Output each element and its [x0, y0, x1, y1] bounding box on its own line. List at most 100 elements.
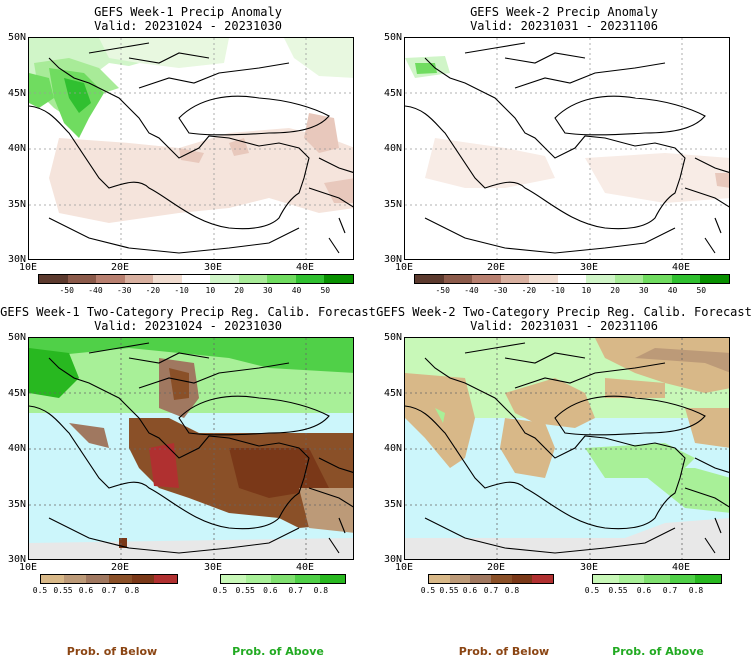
anomaly-swatch [153, 275, 182, 283]
colorbar-tick-label: 0.55 [608, 586, 628, 595]
anomaly-swatch [500, 275, 530, 283]
colorbar-tick-label: 30 [638, 286, 649, 295]
anomaly-swatch [529, 275, 558, 283]
anomaly-swatch [39, 275, 68, 283]
colorbar-tick-label: 0.8 [504, 586, 520, 595]
colorbar-tick-label: 0.7 [288, 586, 303, 595]
anomaly-swatch [96, 275, 125, 283]
map-week2-anomaly[interactable] [404, 37, 730, 260]
lon-label: 30E [579, 562, 599, 573]
anomaly-swatch [210, 275, 239, 283]
lat-label: 35N [383, 499, 402, 510]
colorbar-tick-label: -30 [116, 286, 132, 295]
colorbar-tick-label: -50 [435, 286, 450, 295]
above-swatch [295, 575, 321, 583]
below-swatch [429, 575, 450, 583]
lon-label: 30E [203, 562, 223, 573]
colorbar-tick-label: 0.8 [688, 586, 704, 595]
below-swatch [86, 575, 110, 583]
anomaly-swatch [443, 275, 473, 283]
below-swatch [63, 575, 87, 583]
anomaly-swatch [238, 275, 268, 283]
colorbar-tick-label: -20 [521, 286, 537, 295]
lon-label: 10E [18, 262, 38, 273]
lat-label: 30N [383, 254, 402, 265]
lat-label: 40N [383, 443, 402, 454]
colorbar-tick-label: -40 [88, 286, 103, 295]
lat-label: 30N [7, 254, 26, 265]
legend-prob-above: Prob. of Above [612, 645, 704, 658]
above-swatch [618, 575, 645, 583]
colorbar-tick-label: -10 [174, 286, 189, 295]
colorbar-tick-label: -30 [492, 286, 508, 295]
legend-prob-below: Prob. of Below [66, 645, 158, 658]
colorbar-tick-label: 30 [262, 286, 273, 295]
colorbar-tick-label: 0.5 [212, 586, 228, 595]
below-swatch [491, 575, 512, 583]
colorbar-tick-label: 0.7 [662, 586, 678, 595]
below-swatch [470, 575, 492, 583]
colorbar-tick-label: 0.55 [53, 586, 73, 595]
lat-label: 30N [383, 554, 402, 565]
below-colorbar [428, 574, 554, 584]
below-swatch [449, 575, 471, 583]
anomaly-swatch [267, 275, 296, 283]
lon-label: 40E [671, 262, 691, 273]
colorbar-tick-label: 20 [610, 286, 620, 295]
lat-label: 45N [383, 88, 402, 99]
lon-label: 20E [110, 562, 130, 573]
colorbar-tick-label: 0.7 [483, 586, 499, 595]
colorbar-tick-label: 0.6 [263, 586, 278, 595]
anomaly-swatch [415, 275, 444, 283]
above-swatch [644, 575, 670, 583]
panel-valid-dates: Valid: 20231024 - 20231030 [94, 319, 282, 333]
anomaly-swatch [324, 275, 354, 283]
anomaly-swatch [472, 275, 501, 283]
below-swatch [511, 575, 533, 583]
map-week2-probability[interactable] [404, 337, 730, 560]
lon-label: 30E [203, 262, 223, 273]
lat-label: 35N [383, 199, 402, 210]
below-swatch [131, 575, 155, 583]
legend-prob-above: Prob. of Above [232, 645, 324, 658]
anomaly-swatch [614, 275, 644, 283]
colorbar-tick-label: -20 [145, 286, 161, 295]
colorbar-tick-label: 0.5 [420, 586, 436, 595]
anomaly-swatch [124, 275, 154, 283]
anomaly-colorbar [38, 274, 354, 284]
above-colorbar [592, 574, 722, 584]
panel-week2-anomaly: GEFS Week-2 Precip Anomaly Valid: 202310… [376, 0, 752, 300]
lat-label: 40N [7, 143, 26, 154]
colorbar-tick-label: 0.6 [462, 586, 478, 595]
below-swatch [41, 575, 64, 583]
below-swatch [109, 575, 132, 583]
colorbar-tick-label: 0.55 [235, 586, 255, 595]
lon-label: 10E [394, 262, 414, 273]
lat-label: 50N [7, 32, 26, 43]
legend-prob-below: Prob. of Below [458, 645, 550, 658]
above-swatch [320, 575, 345, 583]
colorbar-tick-label: 10 [205, 286, 216, 295]
above-swatch [270, 575, 296, 583]
lat-label: 40N [383, 143, 402, 154]
lon-label: 40E [671, 562, 691, 573]
lon-label: 20E [486, 262, 506, 273]
panel-valid-dates: Valid: 20231024 - 20231030 [94, 19, 282, 33]
above-swatch [593, 575, 619, 583]
lon-label: 20E [110, 262, 130, 273]
colorbar-tick-label: 0.6 [636, 586, 652, 595]
anomaly-swatch [557, 275, 587, 283]
lat-label: 50N [7, 332, 26, 343]
lon-label: 40E [295, 262, 315, 273]
lat-label: 35N [7, 499, 26, 510]
lon-label: 30E [579, 262, 599, 273]
map-week1-probability[interactable] [28, 337, 354, 560]
map-week1-anomaly[interactable] [28, 37, 354, 260]
colorbar-tick-label: 0.5 [32, 586, 48, 595]
panel-week1-anomaly: GEFS Week-1 Precip Anomaly Valid: 202310… [0, 0, 376, 300]
lat-label: 50N [383, 332, 402, 343]
lon-label: 10E [18, 562, 38, 573]
panel-title: GEFS Week-1 Two-Category Precip Reg. Cal… [0, 305, 376, 319]
anomaly-swatch [295, 275, 325, 283]
anomaly-swatch [67, 275, 97, 283]
